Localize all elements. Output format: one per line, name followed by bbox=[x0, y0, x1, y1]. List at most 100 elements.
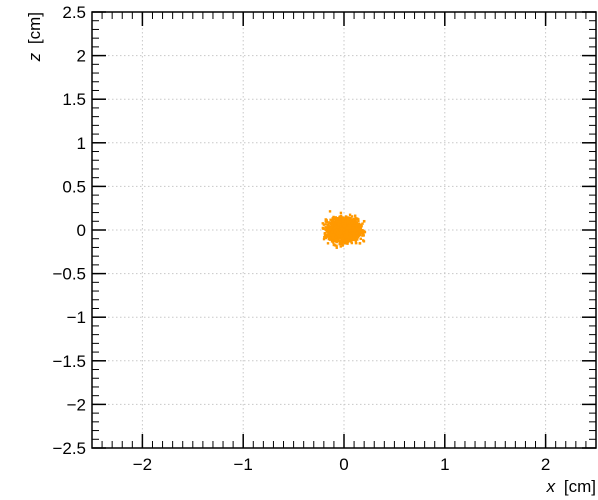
data-point bbox=[341, 244, 344, 247]
data-point bbox=[341, 216, 344, 219]
data-point bbox=[360, 231, 363, 235]
data-point bbox=[350, 238, 354, 242]
data-point bbox=[340, 228, 344, 231]
x-tick-label: 2 bbox=[541, 455, 550, 474]
data-point bbox=[350, 221, 354, 225]
data-point bbox=[338, 228, 341, 231]
data-point bbox=[331, 217, 334, 220]
data-point bbox=[354, 241, 358, 245]
data-point bbox=[349, 228, 352, 231]
data-point bbox=[345, 222, 348, 225]
data-point bbox=[349, 224, 352, 228]
data-point bbox=[350, 240, 353, 243]
data-point bbox=[345, 234, 349, 237]
data-point bbox=[354, 240, 357, 243]
y-tick-label: 1.5 bbox=[62, 90, 86, 109]
data-point bbox=[332, 221, 335, 225]
data-point bbox=[348, 229, 351, 233]
y-tick-label: 1 bbox=[77, 134, 86, 153]
data-point bbox=[334, 235, 338, 239]
data-point bbox=[354, 216, 357, 220]
data-point bbox=[357, 234, 361, 237]
data-point bbox=[325, 227, 328, 230]
x-axis-symbol: x bbox=[546, 477, 556, 496]
data-point bbox=[331, 223, 334, 226]
tick-labels: −2 −1 0 1 2 2.5 2 1.5 1 0.5 0 −0.5 −1 −1.5 −2 −2.5 bbox=[52, 3, 550, 474]
data-point bbox=[357, 229, 361, 233]
data-point bbox=[335, 238, 339, 241]
data-point bbox=[330, 221, 333, 225]
data-point bbox=[339, 233, 343, 236]
data-point bbox=[362, 233, 365, 236]
data-point bbox=[325, 234, 328, 238]
y-tick-label: 2.5 bbox=[62, 3, 86, 22]
data-point bbox=[336, 226, 340, 229]
data-point bbox=[333, 236, 336, 239]
data-point bbox=[352, 236, 356, 239]
data-point bbox=[327, 233, 330, 237]
y-axis-symbol: z bbox=[25, 52, 44, 62]
data-point bbox=[328, 228, 332, 231]
data-point bbox=[324, 223, 327, 226]
data-point bbox=[324, 218, 328, 221]
data-point bbox=[355, 221, 359, 224]
x-axis-unit: [cm] bbox=[564, 477, 596, 496]
data-point bbox=[325, 233, 329, 237]
data-point bbox=[344, 215, 348, 219]
data-point bbox=[335, 240, 339, 243]
data-point bbox=[352, 232, 356, 235]
data-point bbox=[359, 237, 363, 240]
data-point bbox=[334, 216, 337, 219]
data-point bbox=[332, 241, 335, 244]
data-point bbox=[356, 236, 360, 239]
data-point bbox=[351, 226, 355, 230]
data-point bbox=[323, 235, 326, 239]
data-point bbox=[354, 218, 357, 221]
data-point bbox=[333, 237, 336, 240]
x-tick-label: 1 bbox=[440, 455, 449, 474]
data-point bbox=[344, 240, 347, 243]
data-point bbox=[339, 223, 342, 226]
data-point bbox=[335, 244, 338, 247]
data-point bbox=[352, 233, 355, 237]
data-point bbox=[342, 224, 346, 228]
data-point bbox=[339, 240, 343, 243]
data-point bbox=[340, 234, 344, 238]
data-point bbox=[351, 229, 354, 232]
data-point bbox=[361, 228, 364, 232]
data-point bbox=[347, 220, 350, 224]
axis-ticks bbox=[91, 11, 597, 449]
data-point bbox=[331, 229, 335, 232]
data-point bbox=[328, 237, 332, 241]
data-point bbox=[335, 219, 338, 222]
data-point bbox=[325, 229, 329, 233]
data-point bbox=[347, 236, 350, 240]
data-point bbox=[357, 228, 360, 231]
data-point bbox=[340, 237, 344, 240]
data-point bbox=[342, 222, 345, 226]
data-point bbox=[329, 218, 332, 221]
data-point bbox=[333, 234, 336, 237]
data-point bbox=[347, 226, 351, 230]
data-point bbox=[349, 220, 352, 223]
data-point bbox=[330, 225, 333, 229]
data-point bbox=[361, 222, 364, 225]
data-point bbox=[344, 220, 348, 223]
data-point bbox=[337, 232, 340, 235]
data-point bbox=[331, 239, 334, 243]
data-point bbox=[329, 232, 333, 235]
data-point bbox=[345, 226, 349, 230]
data-point bbox=[357, 223, 361, 227]
data-point bbox=[341, 219, 345, 223]
data-point bbox=[355, 231, 359, 234]
data-point bbox=[350, 232, 354, 235]
data-point bbox=[348, 221, 352, 225]
grid-lines bbox=[92, 12, 596, 448]
data-point bbox=[321, 226, 325, 230]
data-point bbox=[361, 234, 364, 237]
data-point bbox=[348, 213, 352, 216]
data-point bbox=[339, 235, 342, 238]
data-point bbox=[351, 230, 355, 234]
data-point bbox=[341, 217, 344, 221]
data-point bbox=[345, 235, 349, 239]
